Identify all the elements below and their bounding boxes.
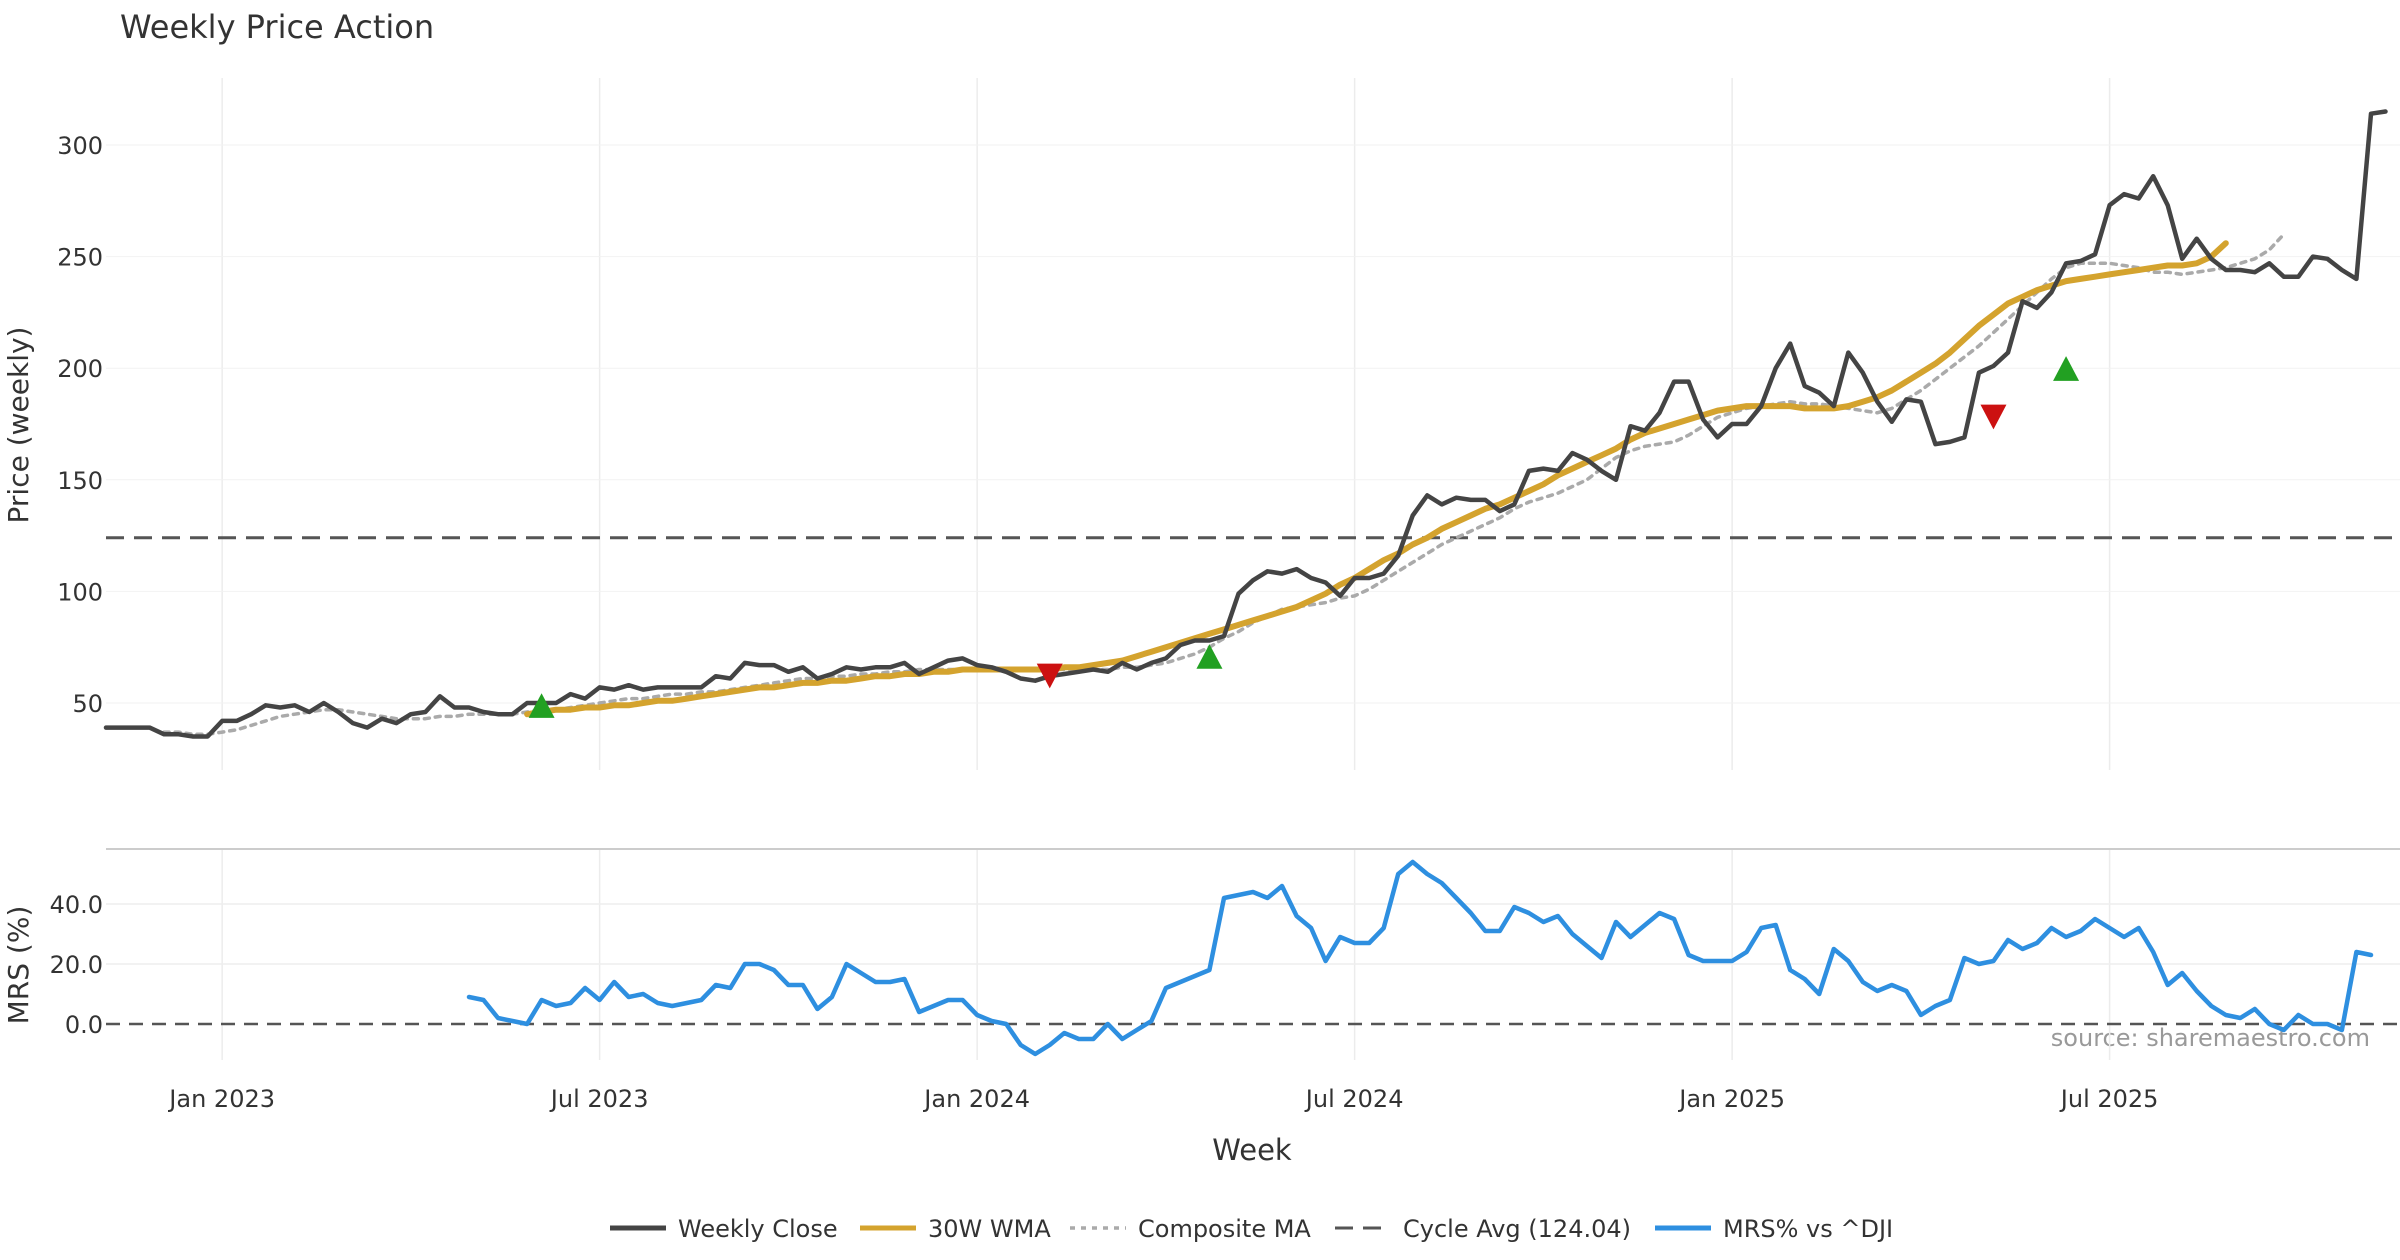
mrs-line [466,859,2374,1057]
mrs-y-axis-label: MRS (%) [2,906,35,1025]
legend-label: MRS% vs ^DJI [1723,1215,1893,1243]
x-tick-label: Jul 2024 [1304,1085,1404,1113]
chart-title: Weekly Price Action [120,8,434,46]
mrs-y-tick-label: 20.0 [50,951,103,979]
price-y-tick-label: 50 [72,690,103,718]
price-y-tick-label: 100 [57,578,103,606]
wma-30w-line [524,240,2229,718]
sell-signal-marker [1036,663,1063,689]
x-tick-label: Jul 2023 [549,1085,649,1113]
price-y-tick-label: 200 [57,355,103,383]
x-tick-label: Jan 2025 [1677,1085,1785,1113]
price-y-tick-label: 250 [57,244,103,272]
x-axis-label: Week [1212,1133,1292,1167]
legend-label: 30W WMA [928,1215,1051,1243]
price-y-tick-label: 300 [57,132,103,160]
sell-signal-marker [1980,404,2007,430]
x-tick-label: Jul 2025 [2059,1085,2159,1113]
weekly-close-line [103,109,2388,739]
legend-label: Composite MA [1138,1215,1311,1243]
gridlines [106,78,2400,1060]
x-tick-label: Jan 2023 [167,1085,275,1113]
series-lines [103,109,2388,1057]
price-y-tick-label: 150 [57,467,103,495]
x-tick-label: Jan 2024 [922,1085,1030,1113]
buy-signal-marker [2053,356,2080,381]
mrs-y-tick-label: 0.0 [65,1011,103,1039]
mrs-y-tick-label: 40.0 [50,891,103,919]
composite-ma-line [162,232,2286,737]
buy-signal-marker [528,693,555,718]
signal-markers [528,356,2080,718]
source-annotation: source: sharemaestro.com [2051,1024,2370,1052]
buy-signal-marker [1196,644,1223,669]
reference-lines [106,536,2400,1026]
legend-label: Cycle Avg (124.04) [1403,1215,1631,1243]
price-y-axis-label: Price (weekly) [2,327,35,524]
legend-label: Weekly Close [678,1215,838,1243]
legend: Weekly Close 30W WMA Composite MA Cycle Avg… [610,1215,1893,1243]
axis-ticks: Jan 2023 Jul 2023 Jan 2024 Jul 2024 Jan 2025… [50,132,2159,1113]
